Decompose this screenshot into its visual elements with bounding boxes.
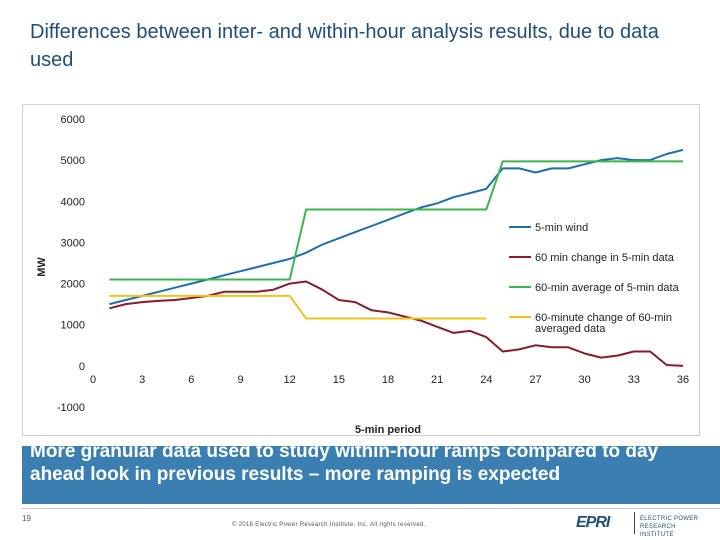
y-tick-label: 3000	[61, 237, 85, 249]
x-tick-label: 21	[431, 374, 443, 386]
epri-logo: EPRI ELECTRIC POWER RESEARCH INSTITUTE	[576, 512, 698, 538]
x-axis-title: 5-min period	[355, 424, 421, 435]
x-tick-label: 30	[579, 374, 591, 386]
copyright-notice: © 2016 Electric Power Research Institute…	[232, 522, 426, 528]
x-tick-label: 3	[139, 374, 145, 386]
y-tick-label: 2000	[61, 279, 85, 291]
x-tick-label: 27	[529, 374, 541, 386]
legend-label-1: 5-min wind	[535, 222, 588, 234]
chart-panel: -1000 0 1000 2000 3000 4000 5000 6000 0 3 6 9 12 15 18…	[22, 104, 700, 436]
logo-divider	[634, 512, 635, 534]
footer-divider	[22, 508, 720, 509]
x-tick-label: 36	[677, 374, 689, 386]
legend-label-4: 60-minute change of 60-min averaged data	[535, 312, 672, 335]
x-tick-label: 15	[333, 374, 345, 386]
y-tick-label: 0	[79, 361, 85, 373]
logo-subtitle: ELECTRIC POWER RESEARCH INSTITUTE	[640, 516, 699, 538]
slide-title: Differences between inter- and within-ho…	[30, 21, 659, 71]
x-tick-label: 0	[90, 374, 96, 386]
y-tick-label: -1000	[57, 402, 85, 414]
logo-mark: EPRI	[576, 514, 610, 531]
summary-banner: More granular data used to study within-…	[22, 446, 720, 504]
y-tick-label: 5000	[61, 155, 85, 167]
y-axis-title: MW	[36, 257, 48, 277]
y-tick-label: 6000	[61, 114, 85, 126]
y-tick-label: 1000	[61, 320, 85, 332]
series-line-1	[109, 148, 684, 306]
legend-label-3: 60-min average of 5-min data	[535, 282, 680, 294]
legend-label-2: 60 min change in 5-min data	[535, 252, 675, 264]
x-tick-label: 33	[628, 374, 640, 386]
series-line-3	[109, 160, 683, 281]
page-number: 19	[22, 514, 31, 523]
y-tick-label: 4000	[61, 196, 85, 208]
chart-series	[109, 148, 684, 367]
x-tick-label: 6	[188, 374, 194, 386]
banner-text: More granular data used to study within-…	[30, 446, 659, 485]
x-tick-label: 9	[237, 374, 243, 386]
x-tick-label: 24	[480, 374, 492, 386]
x-tick-label: 18	[382, 374, 394, 386]
chart-legend: 5-min wind 60 min change in 5-min data 60-…	[509, 222, 680, 335]
x-tick-label: 12	[284, 374, 296, 386]
series-line-4	[109, 294, 487, 320]
